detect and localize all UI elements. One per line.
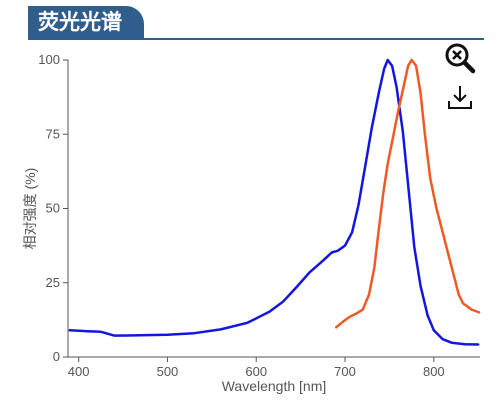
zoom-out-magnifier-icon[interactable] [442, 42, 480, 78]
x-axis-title: Wavelength [nm] [222, 378, 327, 394]
header-divider [28, 38, 484, 40]
x-tick-label: 800 [423, 364, 445, 379]
x-tick-label: 700 [334, 364, 356, 379]
y-axis-title: 相对强度 (%) [22, 168, 38, 250]
y-tick-label: 50 [46, 201, 60, 216]
y-tick-label: 0 [53, 349, 60, 364]
page-title: 荧光光谱 [28, 6, 144, 38]
download-icon[interactable] [446, 84, 474, 112]
x-tick-label: 500 [157, 364, 179, 379]
series-line-1 [68, 58, 480, 346]
x-tick-label: 600 [245, 364, 267, 379]
y-tick-label: 25 [46, 275, 60, 290]
y-tick-label: 100 [38, 52, 60, 67]
y-tick-label: 75 [46, 126, 60, 141]
series-line-2 [334, 58, 481, 329]
x-tick-label: 400 [68, 364, 90, 379]
